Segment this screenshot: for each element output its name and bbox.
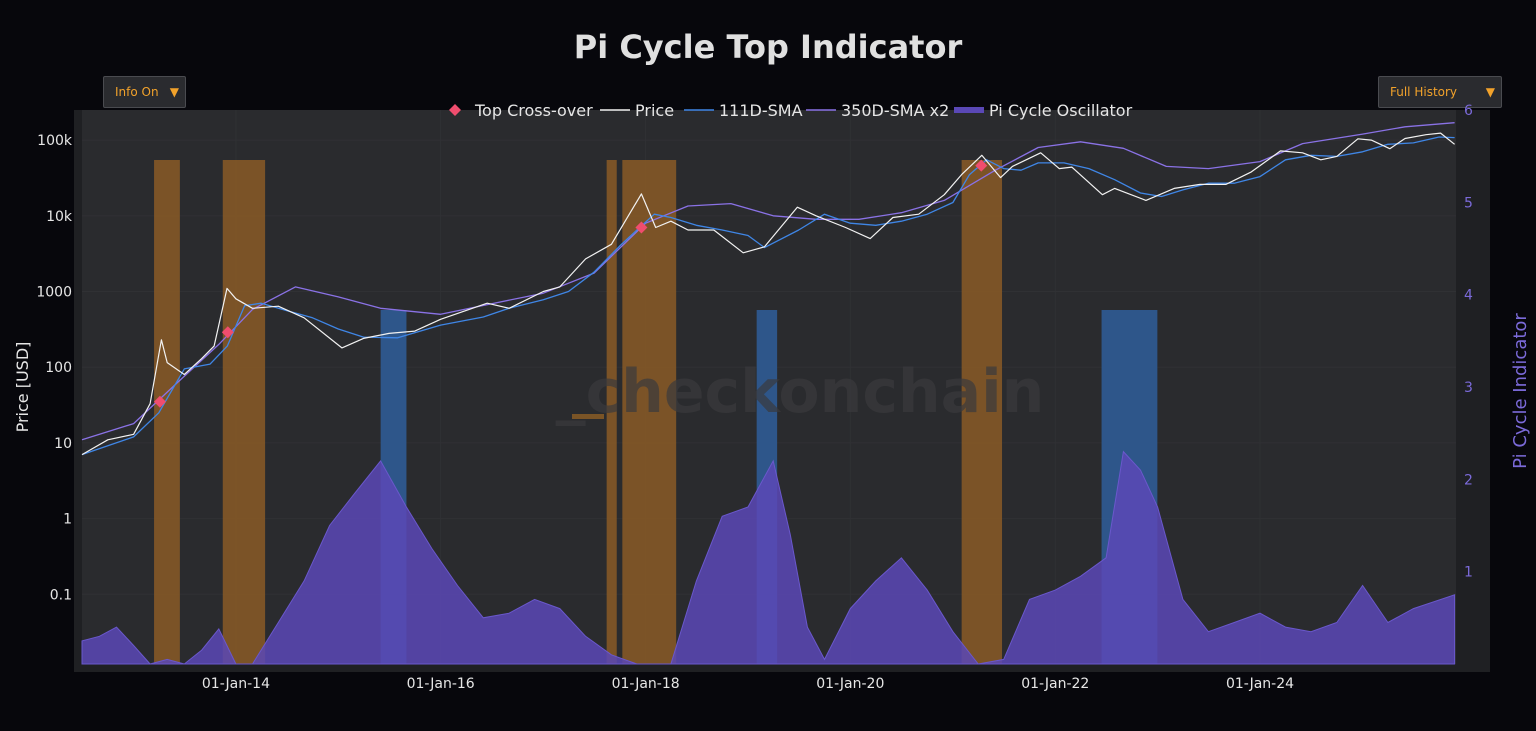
sma111-line bbox=[81, 136, 1455, 456]
chevron-down-icon: ▼ bbox=[1485, 85, 1495, 99]
x-tick-label: 01-Jan-16 bbox=[407, 676, 475, 692]
range-dropdown[interactable]: Full History ▼ bbox=[1378, 76, 1502, 108]
legend-entry: Pi Cycle Oscillator bbox=[954, 101, 1133, 120]
y-tick-label: 1000 bbox=[36, 285, 72, 301]
y-tick-label: 0.1 bbox=[50, 587, 72, 603]
y-axis-title: Price [USD] bbox=[13, 342, 32, 433]
crossover-markers bbox=[153, 159, 988, 408]
watermark: _checkonchain bbox=[556, 357, 1045, 427]
chart-title: Pi Cycle Top Indicator bbox=[573, 28, 963, 66]
x-axis-ticks: 01-Jan-14 01-Jan-16 01-Jan-18 01-Jan-20 01-J… bbox=[202, 676, 1294, 692]
info-toggle-dropdown[interactable]: Info On ▼ bbox=[103, 76, 186, 108]
legend-entry: 111D-SMA bbox=[684, 101, 803, 120]
cycle-bands bbox=[154, 160, 1158, 664]
y2-tick-label: 6 bbox=[1464, 103, 1473, 119]
legend-label: 111D-SMA bbox=[719, 101, 803, 120]
range-label: Full History bbox=[1390, 85, 1458, 99]
y2-tick-label: 2 bbox=[1464, 472, 1473, 488]
x-tick-label: 01-Jan-14 bbox=[202, 676, 270, 692]
crossover-marker bbox=[975, 159, 988, 172]
top-band bbox=[222, 160, 266, 664]
legend: Top Cross-over Price 111D-SMA 350D-SMA x2 Pi… bbox=[449, 101, 1133, 120]
legend-label: Top Cross-over bbox=[474, 101, 593, 120]
top-band bbox=[961, 160, 1003, 664]
y-axis-ticks: 0.1 1 10 100 1000 10k 100k bbox=[36, 133, 73, 603]
legend-label: Pi Cycle Oscillator bbox=[989, 101, 1133, 120]
y2-tick-label: 3 bbox=[1464, 380, 1473, 396]
legend-symbol bbox=[449, 104, 461, 116]
y-tick-label: 10k bbox=[46, 209, 73, 225]
top-band bbox=[154, 160, 180, 664]
price-line bbox=[81, 132, 1455, 456]
watermark-bar bbox=[572, 414, 604, 419]
y-tick-label: 100 bbox=[45, 360, 72, 376]
legend-label: Price bbox=[635, 101, 674, 120]
legend-entry: Top Cross-over bbox=[449, 101, 593, 120]
x-tick-label: 01-Jan-18 bbox=[612, 676, 680, 692]
y2-tick-label: 4 bbox=[1464, 288, 1473, 304]
y-tick-label: 1 bbox=[63, 512, 72, 528]
series-lines bbox=[81, 122, 1455, 456]
y2-axis-ticks: 1 2 3 4 5 6 bbox=[1464, 103, 1473, 581]
oscillator-layer bbox=[81, 450, 1456, 665]
chevron-down-icon: ▼ bbox=[169, 85, 179, 99]
legend-label: 350D-SMA x2 bbox=[841, 101, 949, 120]
oscillator-area bbox=[81, 450, 1456, 665]
y-tick-label: 10 bbox=[54, 436, 72, 452]
y-tick-label: 100k bbox=[37, 133, 73, 149]
x-tick-label: 01-Jan-24 bbox=[1226, 676, 1294, 692]
legend-entry: 350D-SMA x2 bbox=[806, 101, 949, 120]
legend-entry: Price bbox=[600, 101, 674, 120]
sma350x2-line bbox=[81, 122, 1455, 441]
y2-tick-label: 5 bbox=[1464, 195, 1473, 211]
legend-symbol bbox=[954, 107, 984, 113]
crossover-marker bbox=[635, 221, 648, 234]
crossover-marker bbox=[153, 395, 166, 408]
info-toggle-label: Info On bbox=[115, 85, 159, 99]
x-tick-label: 01-Jan-22 bbox=[1021, 676, 1089, 692]
crossover-marker bbox=[221, 326, 234, 339]
top-band bbox=[622, 160, 677, 664]
y2-axis-title: Pi Cycle Indicator bbox=[1510, 313, 1531, 469]
x-tick-label: 01-Jan-20 bbox=[816, 676, 884, 692]
y2-tick-label: 1 bbox=[1464, 565, 1473, 581]
top-band bbox=[606, 160, 617, 664]
